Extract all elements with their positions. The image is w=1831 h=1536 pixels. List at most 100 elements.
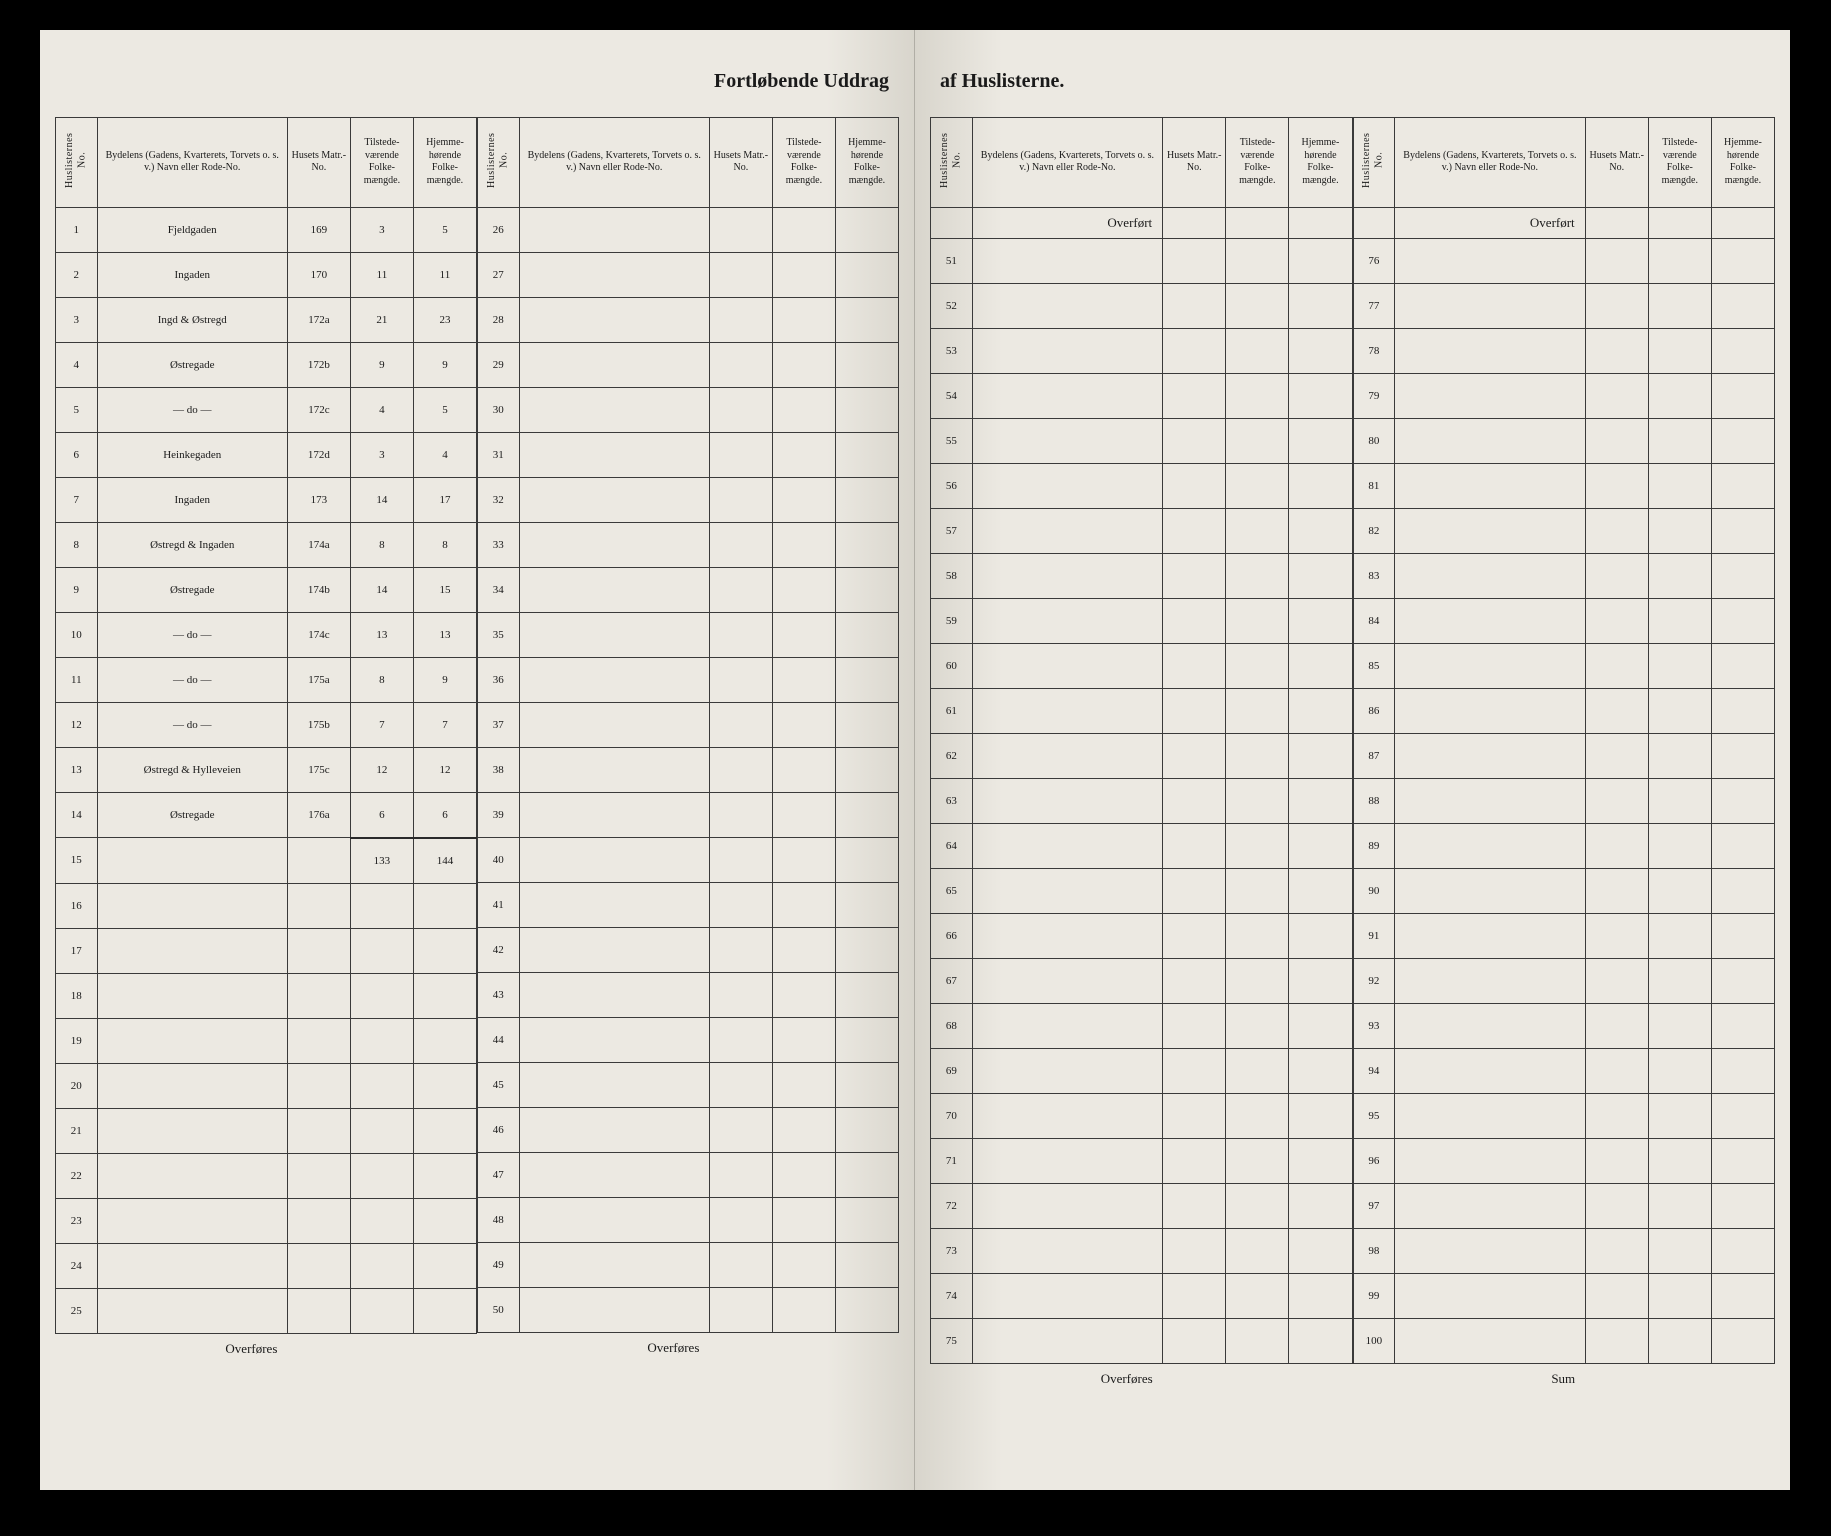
table-row: 55 [931,418,1353,463]
col-header-name: Bydelens (Gadens, Kvarterets, Torvets o.… [972,118,1163,208]
table-row: 46 [478,1107,899,1152]
matr-no [1163,1183,1226,1228]
street-name [972,1093,1163,1138]
row-number: 98 [1353,1228,1395,1273]
table-row: 48 [478,1197,899,1242]
col-header-fm2: Hjemme-hørende Folke-mængde. [835,118,898,208]
folkemaengde-present [1226,1048,1289,1093]
row-number: 60 [931,643,973,688]
matr-no [709,1287,772,1332]
table-row: 31 [478,432,899,477]
table-row: 14Østregade176a66 [56,792,477,838]
folkemaengde-home [413,928,476,973]
matr-no: 175c [287,747,350,792]
row-number: 28 [478,297,520,342]
street-name: Ingd & Østregd [97,297,287,342]
row-number: 96 [1353,1138,1395,1183]
folkemaengde-present [772,207,835,252]
page-title-left: Fortløbende Uddrag [55,70,889,93]
folkemaengde-home [1289,1048,1352,1093]
matr-no [287,973,350,1018]
street-name [519,1287,709,1332]
folkemaengde-home [1289,1183,1352,1228]
folkemaengde-present: 3 [350,432,413,477]
folkemaengde-present: 4 [350,387,413,432]
table-row: 59 [931,598,1353,643]
matr-no [1585,238,1648,283]
matr-no [1163,463,1226,508]
table-row: 21 [56,1108,477,1153]
overfores-label: Overføres [97,1333,287,1364]
matr-no [1585,1228,1648,1273]
folkemaengde-home [835,477,898,522]
row-number: 80 [1353,418,1395,463]
table-row: 70 [931,1093,1353,1138]
matr-no [1163,418,1226,463]
street-name: Fjeldgaden [97,207,287,252]
row-number: 94 [1353,1048,1395,1093]
ledger-table-col3: Huslisternes No.Bydelens (Gadens, Kvarte… [930,117,1353,1394]
folkemaengde-home [1289,958,1352,1003]
street-name [97,1288,287,1333]
street-name: Østregade [97,342,287,387]
row-number: 21 [56,1108,98,1153]
table-row: 11— do —175a89 [56,657,477,702]
col-header-fm1: Tilstede-værende Folke-mængde. [1226,118,1289,208]
street-name [1395,688,1586,733]
row-number: 91 [1353,913,1395,958]
folkemaengde-present [772,1017,835,1062]
table-row: 57 [931,508,1353,553]
table-row: 45 [478,1062,899,1107]
street-name [1395,508,1586,553]
row-number: 48 [478,1197,520,1242]
street-name: Østregade [97,567,287,612]
matr-no [709,927,772,972]
row-number: 20 [56,1063,98,1108]
folkemaengde-home [1711,373,1774,418]
matr-no [287,883,350,928]
row-number: 59 [931,598,973,643]
table-row: 90 [1353,868,1775,913]
table-row: 22 [56,1153,477,1198]
street-name [972,1228,1163,1273]
table-row: 18 [56,973,477,1018]
matr-no: 176a [287,792,350,838]
row-number: 64 [931,823,973,868]
row-number: 100 [1353,1318,1395,1363]
table-row: 62 [931,733,1353,778]
street-name [972,1048,1163,1093]
matr-no: 172a [287,297,350,342]
row-number: 61 [931,688,973,733]
row-number: 23 [56,1198,98,1243]
matr-no [709,1242,772,1287]
row-number: 87 [1353,733,1395,778]
matr-no [1163,823,1226,868]
folkemaengde-home [1289,1003,1352,1048]
street-name [519,927,709,972]
street-name [1395,958,1586,1003]
row-number: 3 [56,297,98,342]
table-row: 13Østregd & Hylleveien175c1212 [56,747,477,792]
matr-no [287,1108,350,1153]
folkemaengde-home [835,747,898,792]
folkemaengde-present [772,657,835,702]
matr-no [709,522,772,567]
street-name [972,373,1163,418]
folkemaengde-present [772,297,835,342]
folkemaengde-home: 11 [413,252,476,297]
matr-no: 169 [287,207,350,252]
matr-no: 174b [287,567,350,612]
folkemaengde-home [413,1198,476,1243]
row-number: 50 [478,1287,520,1332]
folkemaengde-present [772,522,835,567]
street-name [519,1152,709,1197]
row-number: 10 [56,612,98,657]
matr-no [1585,1318,1648,1363]
row-number: 34 [478,567,520,612]
table-row: 85 [1353,643,1775,688]
folkemaengde-home [1289,1093,1352,1138]
row-number: 99 [1353,1273,1395,1318]
folkemaengde-home [1711,418,1774,463]
row-number: 95 [1353,1093,1395,1138]
folkemaengde-home [1711,463,1774,508]
